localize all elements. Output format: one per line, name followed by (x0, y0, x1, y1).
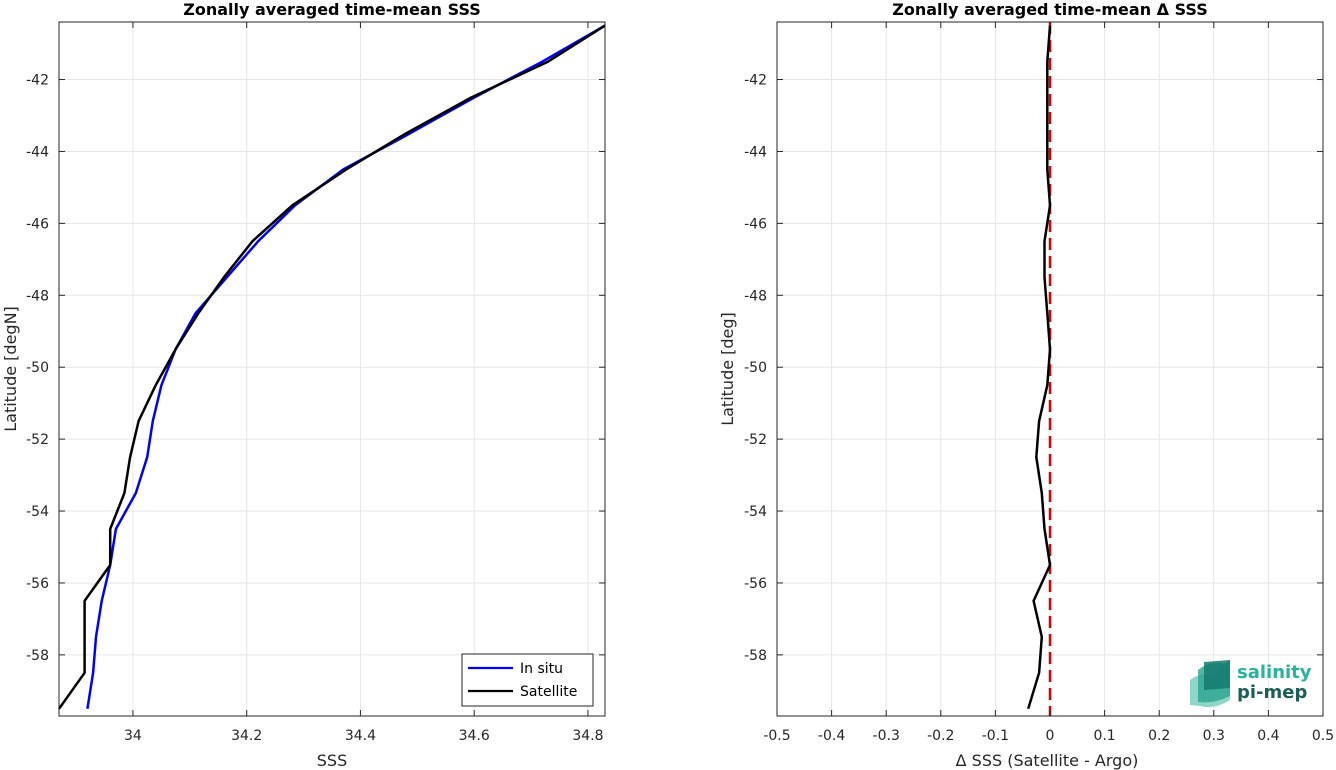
right-y-tick-label: -42 (744, 73, 767, 89)
right-x-tick-label: 0.4 (1257, 728, 1279, 744)
left-x-tick-label: 34 (124, 728, 142, 744)
left-panel: Zonally averaged time-mean SSS 34 34.2 34.… (1, 0, 606, 770)
left-y-tick-label: -52 (26, 432, 49, 448)
right-y-tick-label: -44 (744, 144, 767, 160)
logo-text-line1: salinity (1237, 662, 1312, 683)
right-series-line-delta-sss (1027, 25, 1052, 710)
right-tick-labels: -0.5 -0.4 -0.3 -0.2 -0.1 0 0.1 0.2 0.3 0.4 0.5 -42 -… (744, 22, 1334, 744)
left-chart-title: Zonally averaged time-mean SSS (183, 0, 481, 19)
left-y-tick-label: -58 (26, 648, 49, 664)
left-gridlines (59, 22, 605, 716)
left-y-tick-label: -42 (26, 73, 49, 89)
left-y-tick-label: -48 (26, 288, 49, 304)
left-x-axis-label: SSS (317, 751, 347, 770)
right-y-tick-label: -54 (744, 504, 767, 520)
right-chart-title: Zonally averaged time-mean Δ SSS (892, 0, 1208, 19)
left-tick-labels: 34 34.2 34.4 34.6 34.8 -42 -44 -46 -48 -50 -52 -54 -… (26, 22, 605, 744)
left-y-tick-label: -44 (26, 144, 49, 160)
left-x-tick-label: 34.4 (345, 728, 376, 744)
right-panel: Zonally averaged time-mean Δ SSS -0.5 -0.… (718, 0, 1334, 770)
right-y-tick-label: -56 (744, 576, 767, 592)
left-x-tick-label: 34.8 (572, 728, 603, 744)
right-series-lines (1027, 22, 1052, 716)
legend-label-satellite: Satellite (520, 684, 577, 700)
right-y-tick-label: -48 (744, 288, 767, 304)
left-y-tick-label: -46 (26, 216, 49, 232)
right-y-tick-label: -46 (744, 216, 767, 232)
right-x-axis-label: Δ SSS (Satellite - Argo) (956, 751, 1139, 770)
left-x-tick-label: 34.6 (459, 728, 490, 744)
right-x-tick-label: 0.2 (1148, 728, 1170, 744)
left-y-tick-label: -54 (26, 504, 49, 520)
right-x-tick-label: 0.3 (1203, 728, 1225, 744)
right-x-tick-label: 0.1 (1093, 728, 1115, 744)
right-x-tick-label: 0 (1046, 728, 1055, 744)
right-x-tick-label: 0.5 (1312, 728, 1334, 744)
left-y-tick-label: -56 (26, 576, 49, 592)
right-x-tick-label: -0.3 (873, 728, 900, 744)
left-y-tick-label: -50 (26, 360, 49, 376)
left-y-axis-label: Latitude [degN] (1, 306, 20, 432)
logo-wave-icon (1190, 660, 1230, 708)
legend: In situ Satellite (461, 653, 594, 707)
right-x-tick-label: -0.4 (818, 728, 845, 744)
left-axes-box (58, 21, 606, 717)
right-y-tick-label: -50 (744, 360, 767, 376)
right-y-tick-label: -52 (744, 432, 767, 448)
left-series-line-satellite (57, 24, 606, 710)
left-x-tick-label: 34.2 (231, 728, 262, 744)
right-x-tick-label: -0.5 (763, 728, 790, 744)
right-x-tick-label: -0.2 (927, 728, 954, 744)
right-y-axis-label: Latitude [deg] (718, 312, 737, 426)
right-x-tick-label: -0.1 (982, 728, 1009, 744)
right-y-tick-label: -58 (744, 648, 767, 664)
legend-label-in-situ: In situ (520, 661, 563, 677)
legend-box (461, 653, 594, 707)
logo-text-line2: pi-mep (1237, 682, 1307, 703)
salinity-pi-mep-logo: salinity pi-mep (1190, 660, 1312, 708)
left-series-lines (57, 24, 606, 710)
